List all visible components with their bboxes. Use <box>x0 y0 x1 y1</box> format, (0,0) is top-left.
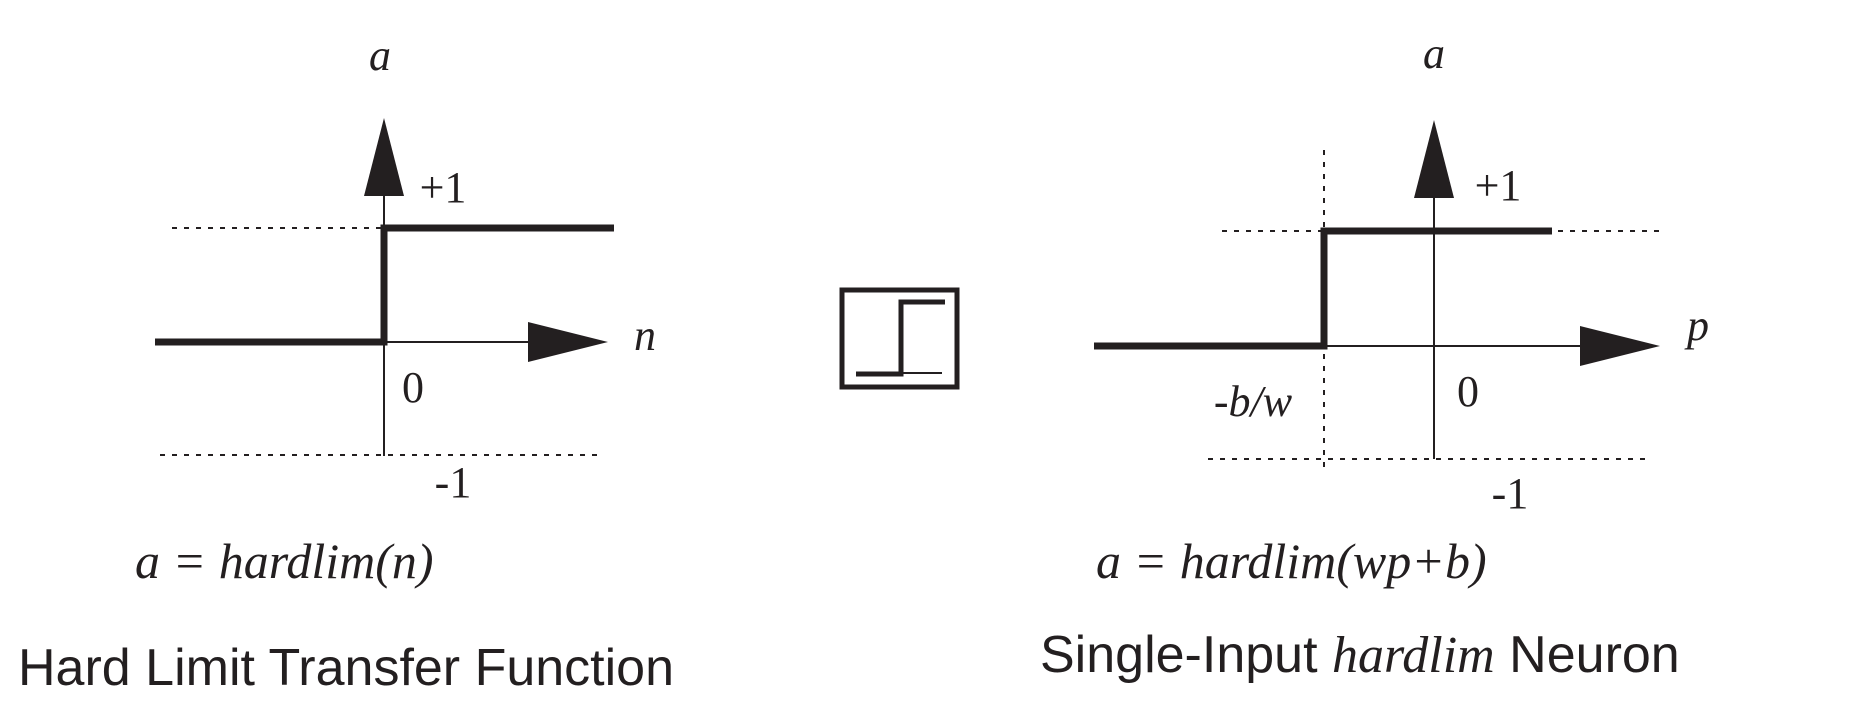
left-panel: a n +1 0 -1 a = hardlim(n) Hard Limit Tr… <box>18 31 674 697</box>
right-y-axis-label: a <box>1423 29 1445 78</box>
left-x-axis-label: n <box>634 311 656 360</box>
right-equation: a = hardlim(wp+b) <box>1096 533 1487 589</box>
right-caption-suffix: Neuron <box>1495 626 1680 684</box>
left-plus-one-label: +1 <box>420 163 467 212</box>
right-step-function <box>1094 227 1552 350</box>
right-y-axis-arrowhead <box>1414 120 1454 198</box>
left-zero-label: 0 <box>402 363 424 412</box>
hardlim-symbol-icon <box>839 287 960 390</box>
left-x-axis-arrowhead <box>528 322 608 362</box>
right-minus-one-label: -1 <box>1492 469 1529 518</box>
left-y-axis-label: a <box>369 31 391 80</box>
left-y-axis-arrowhead <box>364 118 404 196</box>
left-step-function <box>155 224 614 346</box>
left-equation: a = hardlim(n) <box>135 533 434 589</box>
right-panel: a p +1 0 -1 -b/w a = hardlim(wp+b) Singl… <box>1040 29 1709 684</box>
right-threshold-label: -b/w <box>1214 377 1293 426</box>
right-plus-one-label: +1 <box>1475 161 1522 210</box>
right-caption-italic: hardlim <box>1332 627 1495 684</box>
right-caption: Single-Input hardlim Neuron <box>1040 626 1680 684</box>
right-x-axis-arrowhead <box>1580 326 1660 366</box>
right-caption-prefix: Single-Input <box>1040 626 1332 684</box>
left-caption: Hard Limit Transfer Function <box>18 639 674 697</box>
right-x-axis-label: p <box>1684 301 1709 350</box>
right-zero-label: 0 <box>1457 367 1479 416</box>
left-minus-one-label: -1 <box>435 458 472 507</box>
